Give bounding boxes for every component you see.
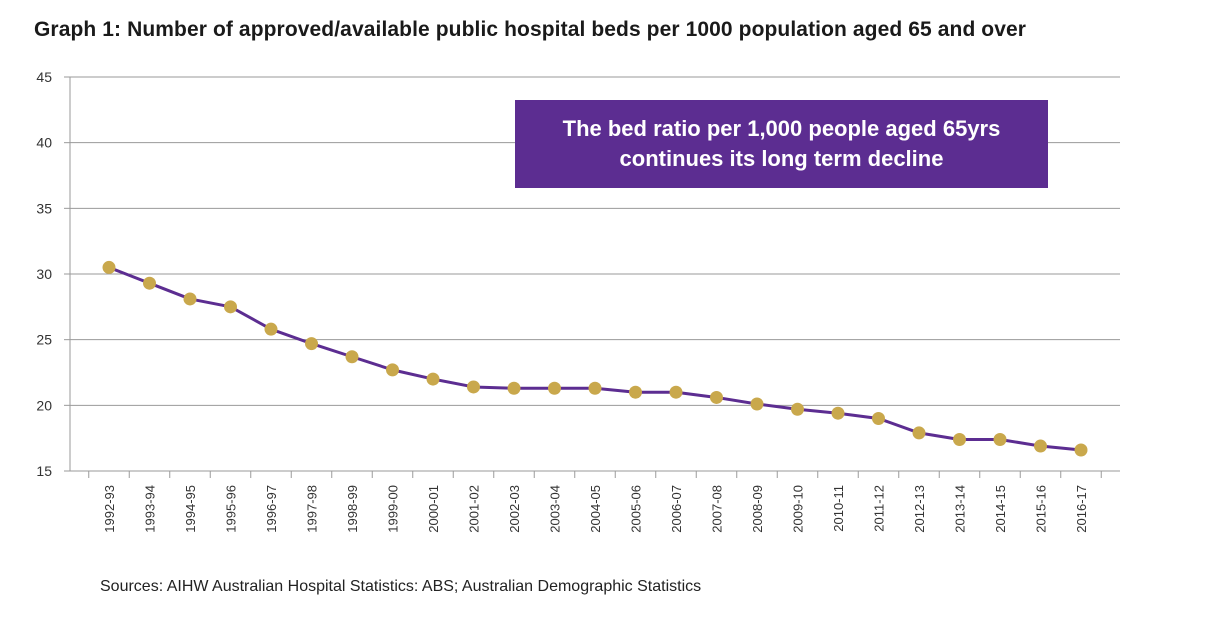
x-tick-label: 2013-14 (953, 485, 968, 533)
annotation-callout: The bed ratio per 1,000 people aged 65yr… (515, 100, 1048, 188)
gridlines (70, 76, 1120, 472)
x-tick-label: 2001-02 (467, 485, 482, 533)
data-point (872, 411, 885, 425)
data-point (467, 380, 480, 394)
data-point (669, 385, 683, 399)
x-tick-label: 2004-05 (588, 485, 603, 533)
data-point (1074, 443, 1088, 457)
x-tick-label: 1992-93 (102, 485, 117, 533)
chart-title: Graph 1: Number of approved/available pu… (34, 18, 1027, 41)
x-tick-label: 2009-10 (791, 485, 806, 533)
x-tick-label: 2010-11 (831, 485, 846, 532)
x-tick-label: 1994-95 (183, 485, 198, 533)
data-point (831, 406, 845, 420)
y-tick-label: 25 (36, 332, 52, 348)
data-point (386, 363, 399, 377)
data-point (224, 300, 237, 314)
data-point (264, 322, 278, 336)
source-note: Sources: AIHW Australian Hospital Statis… (100, 578, 702, 595)
data-point (102, 260, 116, 274)
y-tick-label: 15 (36, 463, 52, 479)
x-tick-label: 2003-04 (548, 485, 563, 533)
x-tick-label: 2008-09 (750, 485, 765, 533)
data-point (507, 381, 521, 395)
x-tick-label: 2012-13 (912, 485, 927, 533)
y-tick-label: 35 (36, 200, 52, 216)
data-point (345, 350, 359, 364)
data-point (588, 381, 602, 395)
x-tick-label: 1993-94 (143, 485, 158, 533)
x-tick-label: 1999-00 (386, 485, 401, 533)
data-point (993, 432, 1007, 446)
data-point (1034, 439, 1047, 453)
data-point (791, 402, 804, 416)
y-tick-label: 20 (36, 397, 52, 413)
x-tick-label: 2005-06 (629, 485, 644, 533)
data-point (183, 292, 197, 306)
y-tick-label: 40 (36, 135, 52, 151)
data-point (305, 337, 318, 351)
data-point (426, 372, 440, 386)
x-tick-label: 2015-16 (1034, 485, 1049, 533)
series-line (108, 266, 1082, 452)
y-axis: 15 20 25 30 35 40 45 (36, 69, 71, 479)
x-axis: 1992-93 1993-94 1994-95 1995-96 1996-97 1997-… (88, 471, 1102, 533)
data-point (629, 385, 642, 399)
series-group (102, 260, 1088, 457)
x-tick-label: 2007-08 (710, 485, 725, 533)
data-point (953, 432, 966, 446)
x-tick-label: 2000-01 (426, 485, 441, 533)
data-point (750, 397, 764, 411)
x-tick-label: 2014-15 (993, 485, 1008, 533)
y-tick-label: 30 (36, 266, 52, 282)
annotation-line-2: continues its long term decline (619, 146, 944, 171)
x-tick-label: 1996-97 (264, 485, 279, 533)
data-point (710, 390, 723, 404)
data-point (912, 426, 926, 440)
y-tick-label: 45 (36, 69, 52, 85)
x-tick-label: 1998-99 (345, 485, 360, 533)
data-point (143, 276, 156, 290)
x-tick-label: 2016-17 (1074, 485, 1089, 533)
x-tick-label: 2006-07 (669, 485, 684, 533)
data-point (548, 381, 561, 395)
x-tick-label: 2011-12 (872, 485, 887, 532)
x-tick-label: 1997-98 (305, 485, 320, 533)
x-tick-label: 2002-03 (507, 485, 522, 533)
x-tick-label: 1995-96 (224, 485, 239, 533)
annotation-line-1: The bed ratio per 1,000 people aged 65yr… (562, 116, 1001, 141)
